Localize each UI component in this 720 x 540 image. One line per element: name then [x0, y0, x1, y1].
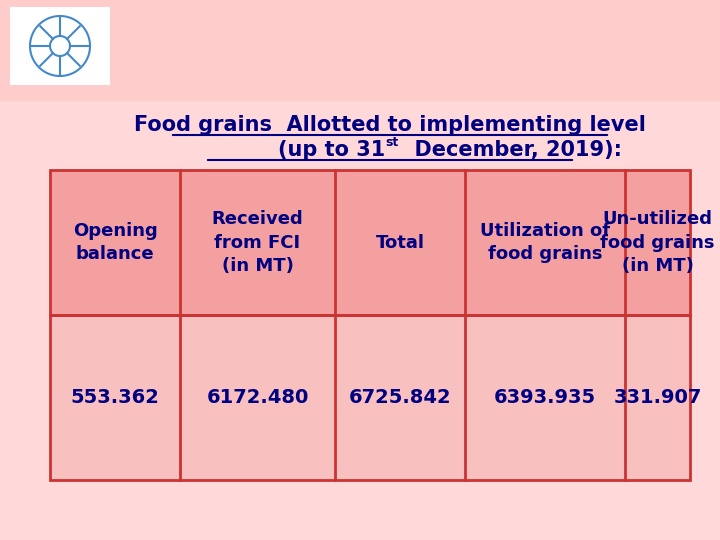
Text: Un-utilized
food grains
(in MT): Un-utilized food grains (in MT)	[600, 210, 715, 275]
Bar	[50, 315, 690, 480]
Text: Food grains  Allotted to implementing level: Food grains Allotted to implementing lev…	[134, 115, 646, 135]
Text: Opening
balance: Opening balance	[73, 222, 158, 264]
Text: st: st	[385, 137, 398, 150]
Bar	[50, 170, 690, 315]
Text: 6725.842: 6725.842	[348, 388, 451, 407]
Bar	[0, 0, 720, 100]
Text: Received
from FCI
(in MT): Received from FCI (in MT)	[212, 210, 303, 275]
Text: 6172.480: 6172.480	[207, 388, 309, 407]
Text: 331.907: 331.907	[613, 388, 702, 407]
Text: December, 2019):: December, 2019):	[400, 140, 622, 160]
Text: 6393.935: 6393.935	[494, 388, 596, 407]
Text: Utilization of
food grains: Utilization of food grains	[480, 222, 610, 264]
Text: Total: Total	[376, 233, 425, 252]
Bar	[10, 7, 110, 85]
Text: 553.362: 553.362	[71, 388, 159, 407]
Text: (up to 31: (up to 31	[278, 140, 385, 160]
